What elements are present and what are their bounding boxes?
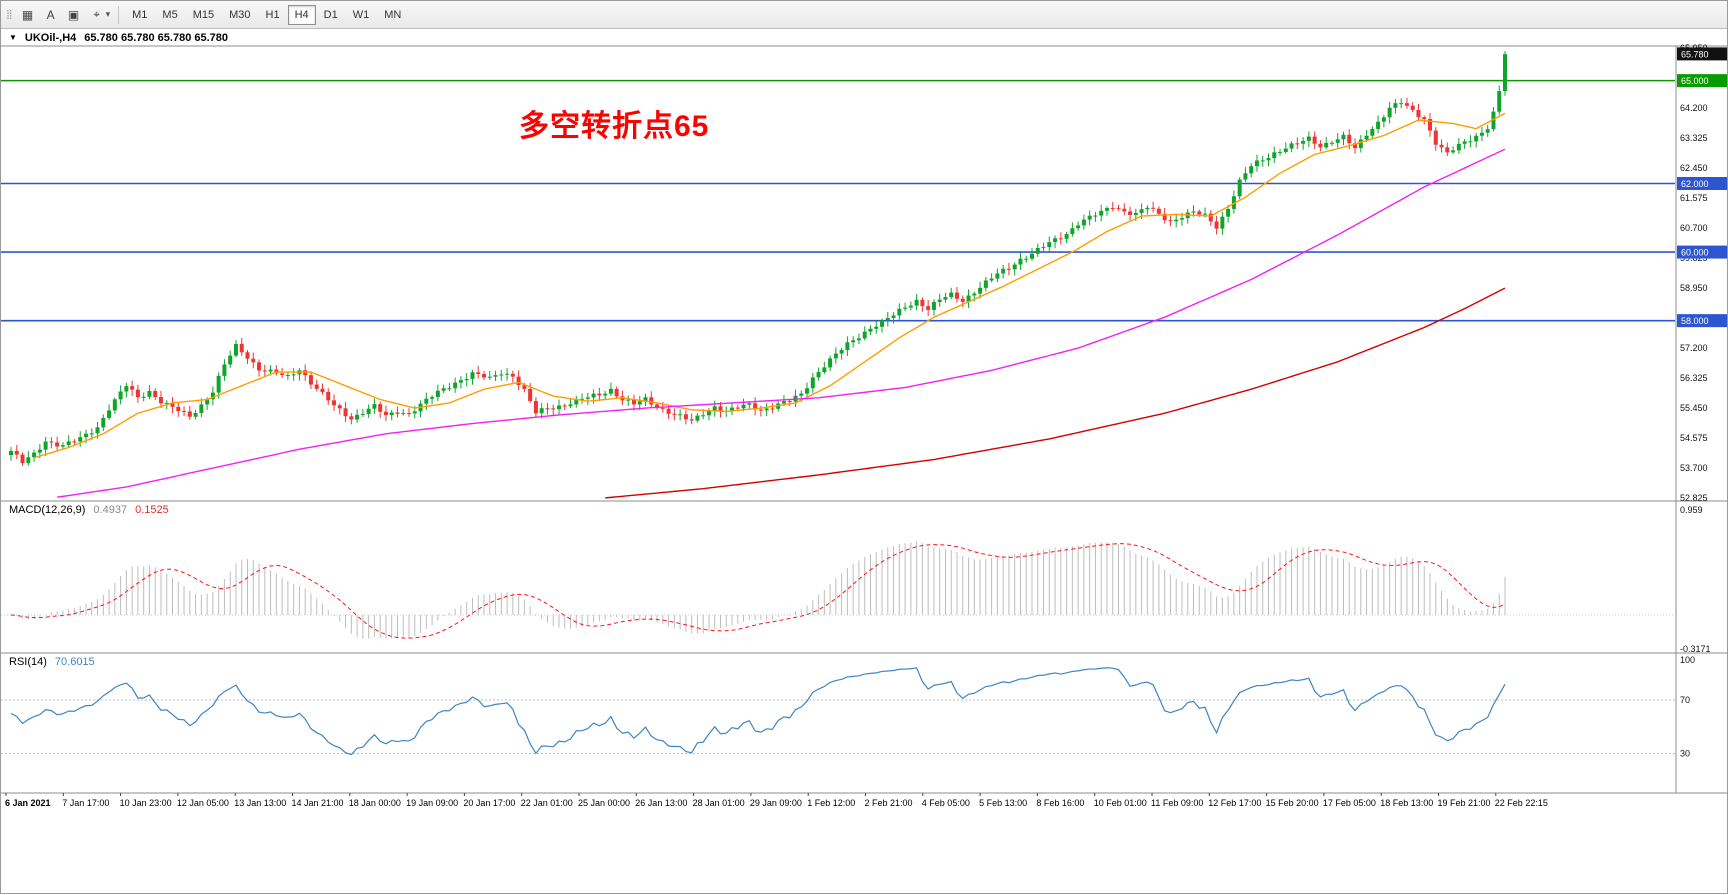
svg-text:53.700: 53.700 (1680, 463, 1708, 473)
toolbar-drag-handle-icon[interactable]: ⣿ (6, 9, 13, 19)
svg-text:57.200: 57.200 (1680, 343, 1708, 353)
svg-text:30: 30 (1680, 748, 1690, 758)
toolbar: ⣿ ▦ A ▣ ⌖ ▾ M1 M5 M15 M30 H1 H4 D1 W1 MN (1, 1, 1727, 29)
svg-text:25 Jan 00:00: 25 Jan 00:00 (578, 798, 630, 808)
ma-fast-line (33, 112, 1506, 459)
svg-text:8 Feb 16:00: 8 Feb 16:00 (1036, 798, 1084, 808)
timeframe-m1-button[interactable]: M1 (125, 5, 154, 25)
svg-text:63.325: 63.325 (1680, 133, 1708, 143)
ma-mid-line (57, 148, 1506, 498)
svg-text:60.000: 60.000 (1681, 248, 1709, 258)
svg-text:56.325: 56.325 (1680, 373, 1708, 383)
svg-text:28 Jan 01:00: 28 Jan 01:00 (693, 798, 745, 808)
price-scale[interactable] (1675, 46, 1727, 793)
rsi-label: RSI(14) 70.6015 (9, 656, 95, 668)
macd-panel (1, 541, 1675, 639)
rsi-panel (1, 667, 1675, 756)
symbol-dropdown-icon[interactable]: ▼ (9, 33, 17, 42)
svg-text:5 Feb 13:00: 5 Feb 13:00 (979, 798, 1027, 808)
macd-label: MACD(12,26,9) 0.4937 0.1525 (9, 504, 169, 516)
svg-text:64.200: 64.200 (1680, 103, 1708, 113)
svg-text:70: 70 (1680, 695, 1690, 705)
svg-text:10 Jan 23:00: 10 Jan 23:00 (120, 798, 172, 808)
svg-text:52.825: 52.825 (1680, 493, 1708, 503)
timeframe-mn-button[interactable]: MN (377, 5, 408, 25)
svg-text:19 Jan 09:00: 19 Jan 09:00 (406, 798, 458, 808)
svg-text:26 Jan 13:00: 26 Jan 13:00 (635, 798, 687, 808)
timeframe-d1-button[interactable]: D1 (317, 5, 345, 25)
timeframe-w1-button[interactable]: W1 (346, 5, 377, 25)
svg-text:13 Jan 13:00: 13 Jan 13:00 (234, 798, 286, 808)
timeframe-m30-button[interactable]: M30 (222, 5, 257, 25)
svg-text:58.950: 58.950 (1680, 283, 1708, 293)
timeframe-h1-button[interactable]: H1 (259, 5, 287, 25)
svg-text:60.700: 60.700 (1680, 223, 1708, 233)
time-scale[interactable] (1, 793, 1728, 809)
svg-text:6 Jan 2021: 6 Jan 2021 (5, 798, 51, 808)
dropdown-chevron-icon[interactable]: ▾ (105, 9, 111, 19)
timeframe-group: M1 M5 M15 M30 H1 H4 D1 W1 MN (125, 4, 408, 25)
svg-text:100: 100 (1680, 655, 1695, 665)
svg-text:55.450: 55.450 (1680, 403, 1708, 413)
svg-text:1 Feb 12:00: 1 Feb 12:00 (807, 798, 855, 808)
timeframe-h4-button[interactable]: H4 (287, 4, 316, 25)
svg-text:15 Feb 20:00: 15 Feb 20:00 (1266, 798, 1319, 808)
rsi-name: RSI(14) (9, 656, 47, 668)
annotation-text[interactable]: 多空转折点65 (519, 110, 710, 143)
svg-text:11 Feb 09:00: 11 Feb 09:00 (1151, 798, 1203, 808)
svg-text:20 Jan 17:00: 20 Jan 17:00 (463, 798, 515, 808)
panel-separators (1, 45, 1728, 794)
macd-main-value: 0.4937 (93, 504, 128, 516)
svg-text:58.000: 58.000 (1681, 316, 1709, 326)
rsi-value: 70.6015 (54, 656, 95, 668)
svg-text:12 Jan 05:00: 12 Jan 05:00 (177, 798, 229, 808)
timeframe-m15-button[interactable]: M15 (186, 5, 221, 25)
charts-grid-icon[interactable]: ▦ (17, 4, 39, 26)
svg-text:54.575: 54.575 (1680, 433, 1708, 443)
svg-text:2 Feb 21:00: 2 Feb 21:00 (865, 798, 913, 808)
svg-text:22 Jan 01:00: 22 Jan 01:00 (521, 798, 573, 808)
svg-text:18 Jan 00:00: 18 Jan 00:00 (349, 798, 401, 808)
svg-text:19 Feb 21:00: 19 Feb 21:00 (1438, 798, 1491, 808)
svg-text:62.000: 62.000 (1681, 179, 1709, 189)
svg-text:10 Feb 01:00: 10 Feb 01:00 (1094, 798, 1147, 808)
chart-header: ▼ UKOil-,H4 65.780 65.780 65.780 65.780 (9, 32, 228, 44)
svg-text:14 Jan 21:00: 14 Jan 21:00 (292, 798, 344, 808)
svg-text:7 Jan 17:00: 7 Jan 17:00 (62, 798, 109, 808)
svg-text:0.959: 0.959 (1680, 505, 1703, 515)
svg-text:17 Feb 05:00: 17 Feb 05:00 (1323, 798, 1376, 808)
svg-text:22 Feb 22:15: 22 Feb 22:15 (1495, 798, 1548, 808)
price-axis: 65.95064.20063.32562.45061.57560.70059.8… (1677, 43, 1727, 503)
svg-text:65.000: 65.000 (1681, 76, 1709, 86)
svg-text:12 Feb 17:00: 12 Feb 17:00 (1208, 798, 1261, 808)
svg-text:61.575: 61.575 (1680, 193, 1708, 203)
candles (9, 50, 1507, 466)
text-tool-icon[interactable]: A (40, 4, 62, 26)
crosshair-tool-icon[interactable]: ⌖ (86, 4, 108, 26)
chart-canvas[interactable]: 65.95064.20063.32562.45061.57560.70059.8… (1, 29, 1728, 895)
symbol-title: UKOil-,H4 (24, 32, 77, 44)
svg-text:62.450: 62.450 (1680, 163, 1708, 173)
toolbar-separator (118, 5, 120, 24)
ohlc-values: 65.780 65.780 65.780 65.780 (84, 32, 229, 44)
macd-signal-value: 0.1525 (135, 504, 169, 516)
svg-text:65.780: 65.780 (1681, 49, 1709, 59)
template-icon[interactable]: ▣ (63, 4, 85, 26)
svg-text:18 Feb 13:00: 18 Feb 13:00 (1380, 798, 1433, 808)
svg-text:-0.3171: -0.3171 (1680, 644, 1711, 654)
svg-text:4 Feb 05:00: 4 Feb 05:00 (922, 798, 970, 808)
price-level-lines (1, 79, 1675, 322)
moving-averages (33, 112, 1506, 499)
svg-text:29 Jan 09:00: 29 Jan 09:00 (750, 798, 802, 808)
ma-slow-line (605, 287, 1506, 499)
macd-name: MACD(12,26,9) (9, 504, 86, 516)
time-axis: 6 Jan 2021 7 Jan 17:00 10 Jan 23:00 12 Jan … (5, 793, 1548, 808)
timeframe-m5-button[interactable]: M5 (155, 5, 184, 25)
